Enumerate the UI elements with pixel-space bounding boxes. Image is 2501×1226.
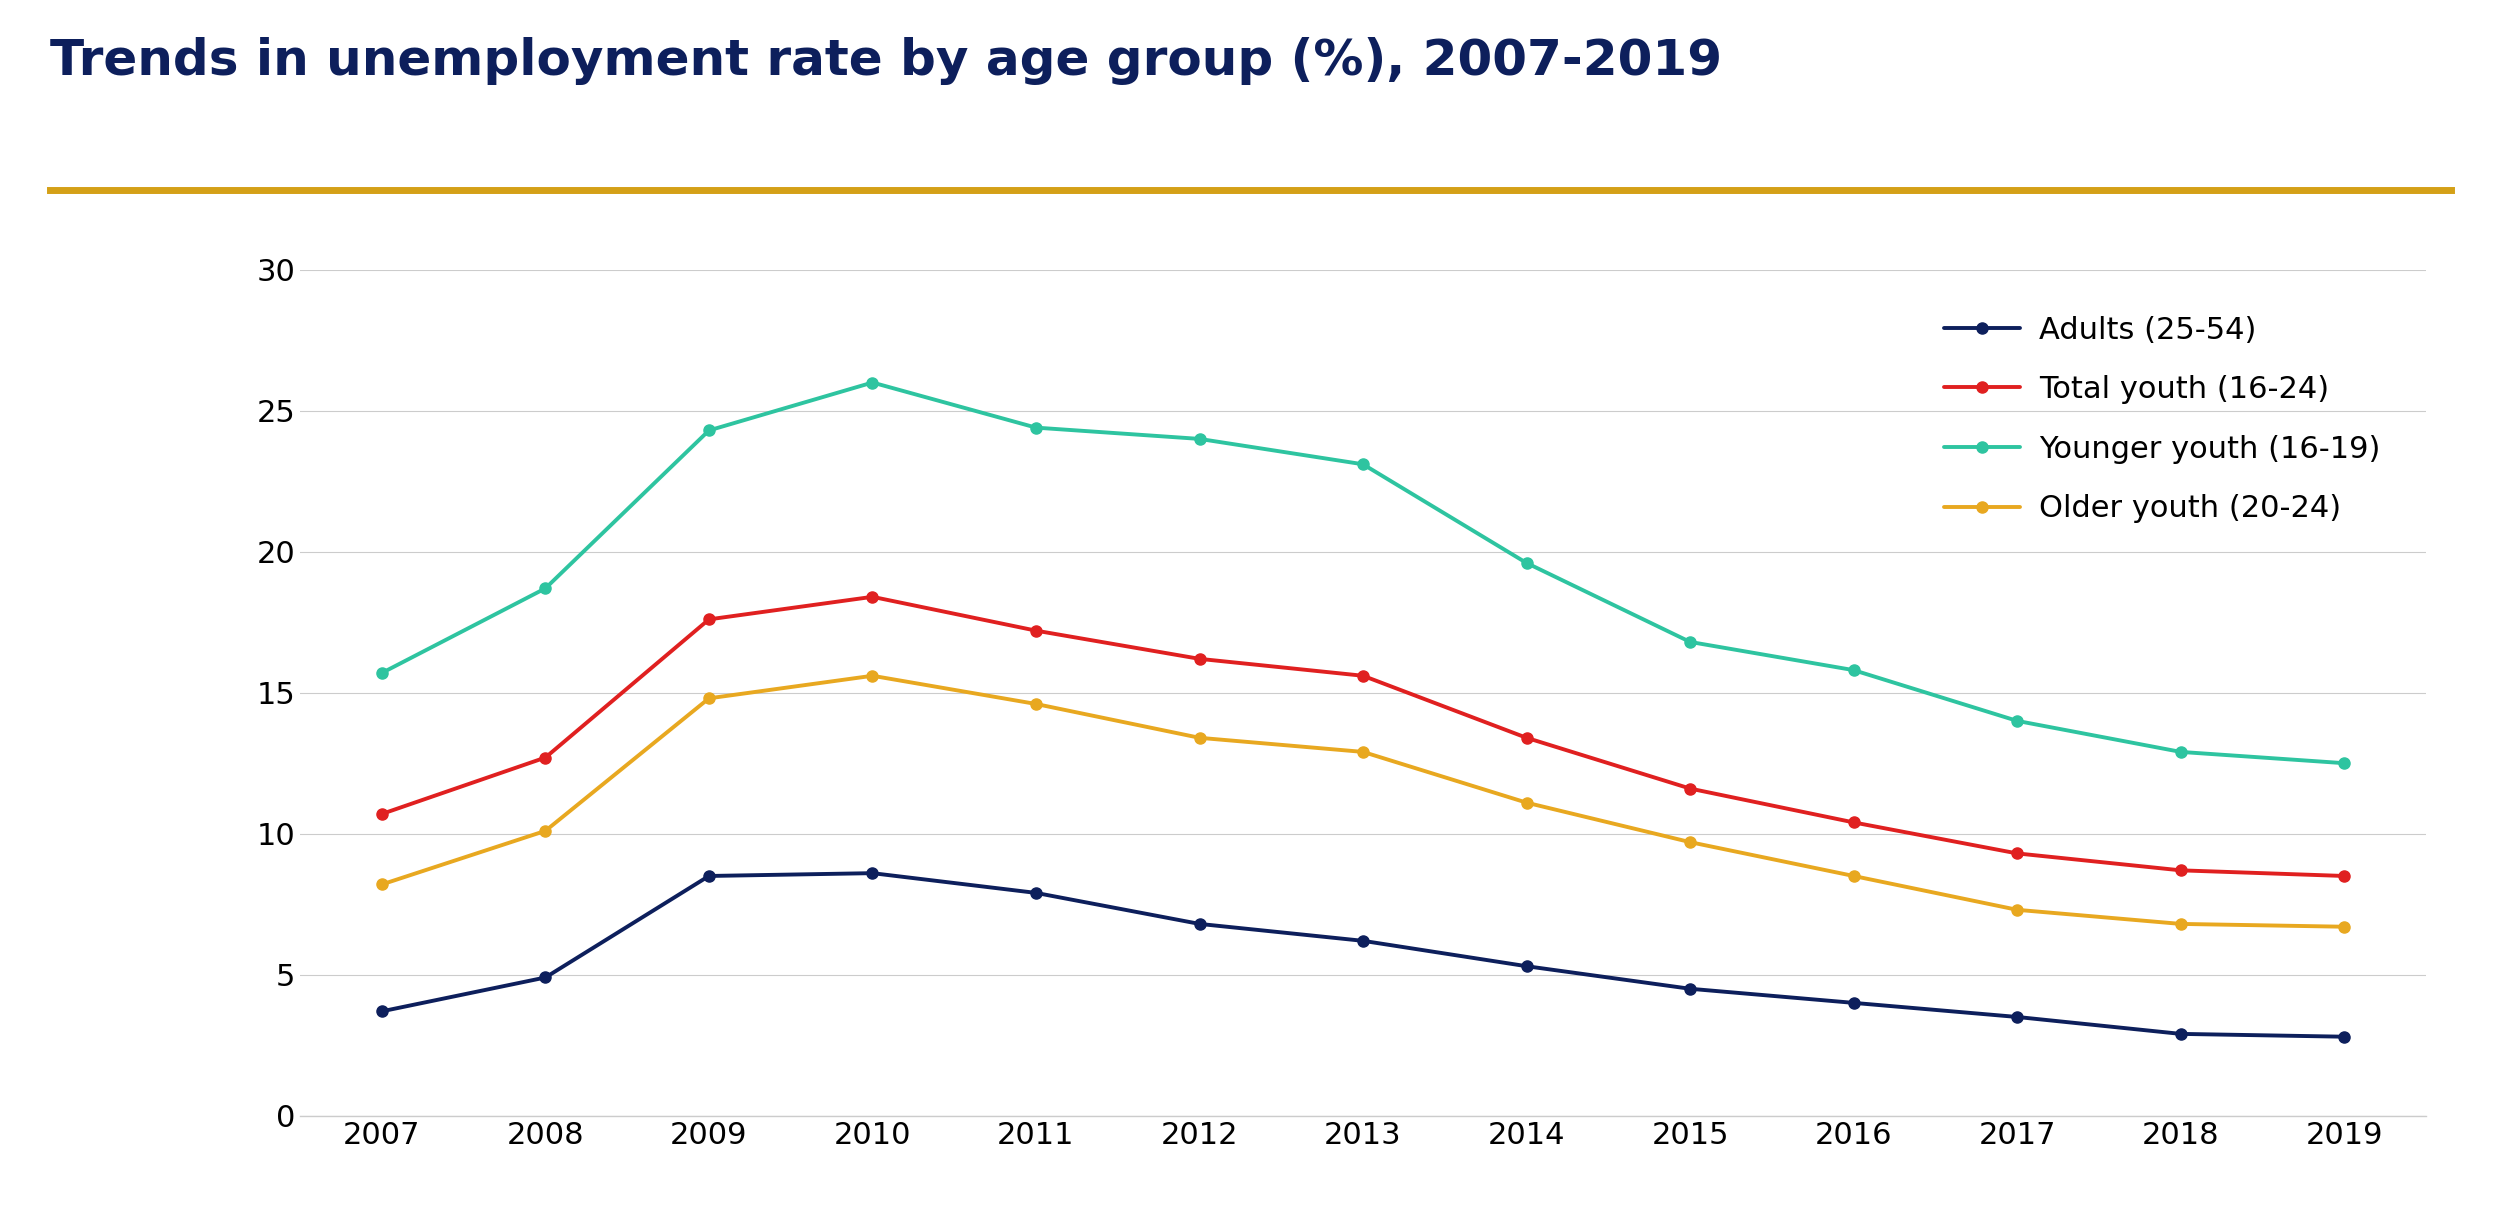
Adults (25-54) bbox=[858, 866, 888, 880]
Line: Older youth (20-24): Older youth (20-24) bbox=[375, 671, 2351, 932]
Younger youth (16-19) bbox=[2166, 744, 2196, 759]
Adults (25-54) bbox=[2003, 1010, 2033, 1025]
Younger youth (16-19) bbox=[858, 375, 888, 390]
Older youth (20-24) bbox=[1511, 796, 1541, 810]
Older youth (20-24) bbox=[1020, 696, 1050, 711]
Adults (25-54) bbox=[1185, 917, 1215, 932]
Younger youth (16-19) bbox=[1511, 555, 1541, 570]
Younger youth (16-19) bbox=[2328, 755, 2358, 771]
Total youth (16-24) bbox=[2328, 868, 2358, 883]
Adults (25-54) bbox=[2166, 1026, 2196, 1041]
Adults (25-54) bbox=[2328, 1030, 2358, 1045]
Adults (25-54) bbox=[1348, 933, 1378, 948]
Older youth (20-24) bbox=[2166, 917, 2196, 932]
Total youth (16-24) bbox=[368, 807, 398, 821]
Older youth (20-24) bbox=[2328, 920, 2358, 934]
Line: Adults (25-54): Adults (25-54) bbox=[375, 868, 2351, 1042]
Older youth (20-24) bbox=[693, 691, 723, 706]
Total youth (16-24) bbox=[858, 590, 888, 604]
Older youth (20-24) bbox=[1348, 744, 1378, 759]
Younger youth (16-19) bbox=[1676, 635, 1706, 650]
Adults (25-54) bbox=[1676, 981, 1706, 996]
Older youth (20-24) bbox=[1838, 868, 1868, 883]
Younger youth (16-19) bbox=[1348, 457, 1378, 472]
Adults (25-54) bbox=[1020, 885, 1050, 900]
Total youth (16-24) bbox=[1511, 731, 1541, 745]
Older youth (20-24) bbox=[368, 877, 398, 891]
Text: Trends in unemployment rate by age group (%), 2007-2019: Trends in unemployment rate by age group… bbox=[50, 37, 1723, 85]
Younger youth (16-19) bbox=[530, 581, 560, 596]
Adults (25-54) bbox=[693, 868, 723, 883]
Line: Younger youth (16-19): Younger youth (16-19) bbox=[375, 376, 2351, 769]
Older youth (20-24) bbox=[1185, 731, 1215, 745]
Older youth (20-24) bbox=[2003, 902, 2033, 917]
Older youth (20-24) bbox=[530, 824, 560, 839]
Total youth (16-24) bbox=[1348, 668, 1378, 683]
Adults (25-54) bbox=[1838, 996, 1868, 1010]
Younger youth (16-19) bbox=[693, 423, 723, 438]
Total youth (16-24) bbox=[1838, 815, 1868, 830]
Total youth (16-24) bbox=[693, 612, 723, 626]
Total youth (16-24) bbox=[1676, 781, 1706, 796]
Younger youth (16-19) bbox=[368, 666, 398, 680]
Adults (25-54) bbox=[368, 1004, 398, 1019]
Total youth (16-24) bbox=[530, 750, 560, 765]
Older youth (20-24) bbox=[1676, 835, 1706, 850]
Younger youth (16-19) bbox=[1185, 432, 1215, 446]
Legend: Adults (25-54), Total youth (16-24), Younger youth (16-19), Older youth (20-24): Adults (25-54), Total youth (16-24), You… bbox=[1913, 284, 2411, 554]
Younger youth (16-19) bbox=[2003, 714, 2033, 728]
Total youth (16-24) bbox=[1185, 651, 1215, 666]
Total youth (16-24) bbox=[1020, 623, 1050, 638]
Older youth (20-24) bbox=[858, 668, 888, 683]
Total youth (16-24) bbox=[2166, 863, 2196, 878]
Line: Total youth (16-24): Total youth (16-24) bbox=[375, 591, 2351, 881]
Adults (25-54) bbox=[1511, 959, 1541, 973]
Younger youth (16-19) bbox=[1020, 421, 1050, 435]
Younger youth (16-19) bbox=[1838, 663, 1868, 678]
Adults (25-54) bbox=[530, 970, 560, 984]
Total youth (16-24) bbox=[2003, 846, 2033, 861]
